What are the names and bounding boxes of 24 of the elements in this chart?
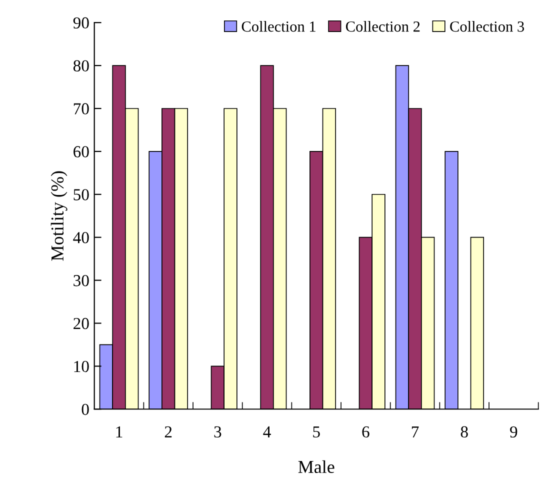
y-tick-label: 80: [73, 60, 89, 72]
y-tick-label: 40: [73, 232, 89, 244]
legend-label: Collection 1: [242, 20, 316, 32]
y-tick-label: 90: [73, 17, 89, 29]
x-tick-label: 9: [510, 426, 518, 438]
y-axis-title: Motility (%): [50, 171, 68, 261]
x-tick-label: 1: [116, 426, 122, 438]
x-tick-label: 6: [362, 426, 370, 438]
x-tick-label: 4: [263, 426, 271, 438]
y-tick-label: 70: [74, 103, 89, 114]
y-tick-label: 10: [74, 360, 89, 372]
legend-label: Collection 3: [450, 20, 524, 32]
x-axis-title: Male: [298, 460, 334, 474]
x-tick-label: 7: [412, 426, 419, 438]
y-tick-label: 30: [74, 274, 89, 286]
x-tick-label: 8: [460, 426, 468, 438]
x-tick-label: 3: [214, 426, 222, 438]
legend-label: Collection 2: [346, 20, 420, 32]
x-tick-label: 2: [164, 426, 172, 438]
y-tick-label: 20: [74, 318, 89, 330]
y-tick-label: 0: [82, 404, 89, 416]
y-tick-label: 60: [74, 146, 89, 158]
x-tick-label: 5: [313, 426, 320, 438]
y-tick-label: 50: [74, 189, 89, 200]
